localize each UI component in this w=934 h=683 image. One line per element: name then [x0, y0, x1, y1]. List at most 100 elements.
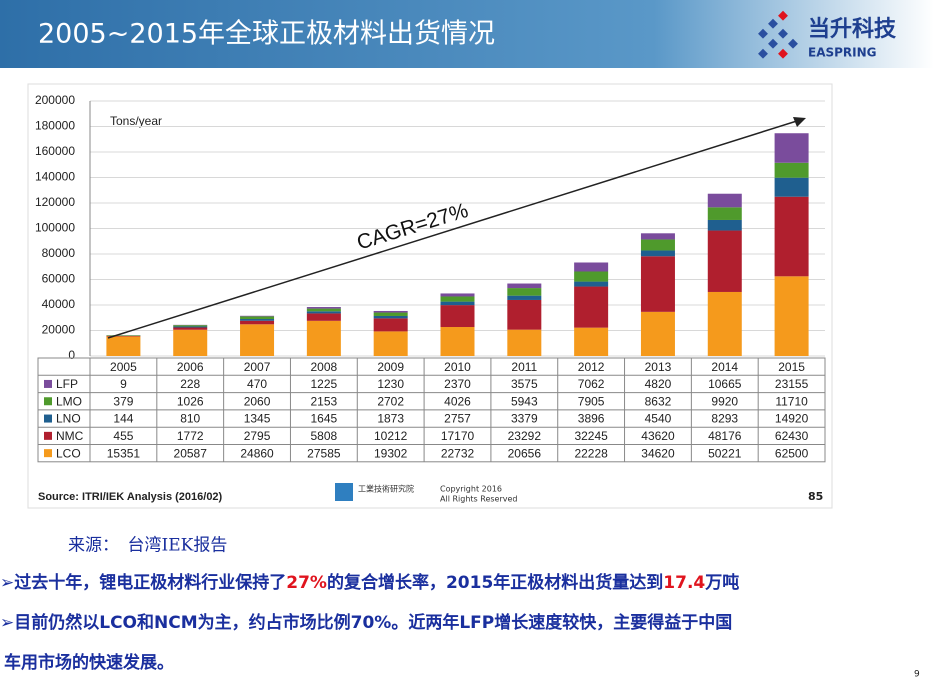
y-tick-label: 140000: [35, 170, 75, 184]
legend-swatch: [44, 380, 52, 388]
table-cell: 8293: [711, 412, 738, 426]
table-cell: 2153: [311, 394, 338, 408]
x-tick-label: 2013: [645, 360, 672, 374]
legend-label: LNO: [56, 412, 81, 426]
table-cell: 48176: [708, 429, 742, 443]
bar-segment: [708, 220, 742, 231]
table-cell: 23292: [508, 429, 542, 443]
text-run: 车用市场的快速发展。: [4, 652, 174, 673]
bar-segment: [441, 305, 475, 327]
table-cell: 810: [180, 412, 200, 426]
slide-title: 2005~2015年全球正极材料出货情况: [38, 19, 495, 50]
table-cell: 1225: [311, 377, 338, 391]
table-cell: 32245: [574, 429, 608, 443]
table-cell: 4540: [645, 412, 672, 426]
bar-segment: [441, 293, 475, 296]
bar-segment: [240, 316, 274, 319]
text-run: ➢过去十年，锂电正极材料行业保持了: [0, 572, 286, 593]
bar-segment: [641, 250, 675, 256]
bar-segment: [374, 331, 408, 356]
bar-segment: [574, 282, 608, 287]
table-cell: 62500: [775, 446, 809, 460]
bar-segment: [775, 163, 809, 178]
bar-segment: [307, 307, 341, 309]
table-cell: 24860: [240, 446, 274, 460]
bar-segment: [240, 321, 274, 325]
table-cell: 9920: [711, 394, 738, 408]
legend-swatch: [44, 432, 52, 440]
bar-segment: [240, 316, 274, 317]
bar-segment: [173, 325, 207, 326]
table-cell: 5808: [311, 429, 338, 443]
table-cell: 3896: [578, 412, 605, 426]
table-cell: 2370: [444, 377, 471, 391]
x-tick-label: 2011: [511, 360, 537, 374]
table-cell: 22732: [441, 446, 475, 460]
table-cell: 4026: [444, 394, 471, 408]
table-cell: 7905: [578, 394, 605, 408]
logo-subtext: EASPRING: [808, 46, 877, 60]
table-cell: 2702: [377, 394, 404, 408]
bar-segment: [708, 292, 742, 356]
bar-segment: [441, 327, 475, 356]
bar-segment: [708, 194, 742, 208]
bar-segment: [507, 288, 541, 296]
bar-segment: [240, 324, 274, 356]
bar-segment: [641, 239, 675, 250]
bar-segment: [374, 313, 408, 316]
table-cell: 8632: [645, 394, 672, 408]
table-cell: 14920: [775, 412, 809, 426]
table-cell: 27585: [307, 446, 341, 460]
bar-segment: [641, 233, 675, 239]
x-tick-label: 2014: [711, 360, 738, 374]
y-tick-label: 100000: [35, 221, 75, 235]
legend-label: LCO: [56, 446, 81, 460]
table-cell: 1645: [311, 412, 338, 426]
bar-segment: [507, 296, 541, 300]
table-cell: 19302: [374, 446, 408, 460]
table-cell: 50221: [708, 446, 742, 460]
table-cell: 23155: [775, 377, 809, 391]
table-cell: 470: [247, 377, 267, 391]
x-tick-label: 2009: [377, 360, 404, 374]
source-note: 来源： 台湾IEK报告: [68, 536, 227, 556]
bar-segment: [641, 312, 675, 356]
bar-segment: [708, 231, 742, 292]
bar-segment: [775, 276, 809, 356]
table-cell: 43620: [641, 429, 675, 443]
x-tick-label: 2010: [444, 360, 471, 374]
table-cell: 1026: [177, 394, 204, 408]
table-cell: 228: [180, 377, 200, 391]
bar-segment: [507, 300, 541, 330]
legend-swatch: [44, 415, 52, 423]
x-tick-label: 2005: [110, 360, 137, 374]
bar-segment: [307, 313, 341, 320]
bar-segment: [574, 328, 608, 356]
x-tick-label: 2008: [311, 360, 338, 374]
table-cell: 34620: [641, 446, 675, 460]
bar-segment: [106, 336, 140, 356]
bar-segment: [240, 319, 274, 321]
bar-segment: [708, 207, 742, 220]
logo-text: 当升科技: [808, 17, 897, 42]
table-cell: 10212: [374, 429, 408, 443]
y-tick-label: 0: [68, 348, 75, 362]
table-cell: 11710: [775, 394, 808, 408]
bar-segment: [441, 296, 475, 301]
bar-segment: [173, 330, 207, 356]
itri-logo: [335, 483, 353, 501]
bar-segment: [307, 309, 341, 312]
x-tick-label: 2012: [578, 360, 605, 374]
x-tick-label: 2006: [177, 360, 204, 374]
table-cell: 1345: [244, 412, 271, 426]
copyright: Copyright 2016: [440, 485, 502, 494]
bar-segment: [441, 302, 475, 306]
text-run: 的复合增长率，2015年正极材料出货量达到: [327, 572, 663, 593]
text-run: 万吨: [704, 572, 739, 593]
legend-label: LMO: [56, 394, 82, 408]
text-line: ➢目前仍然以LCO和NCM为主，约占市场比例70%。近两年LFP增长速度较快，主…: [0, 612, 732, 633]
x-tick-label: 2015: [778, 360, 805, 374]
y-tick-label: 200000: [35, 93, 75, 107]
table-cell: 1772: [177, 429, 204, 443]
